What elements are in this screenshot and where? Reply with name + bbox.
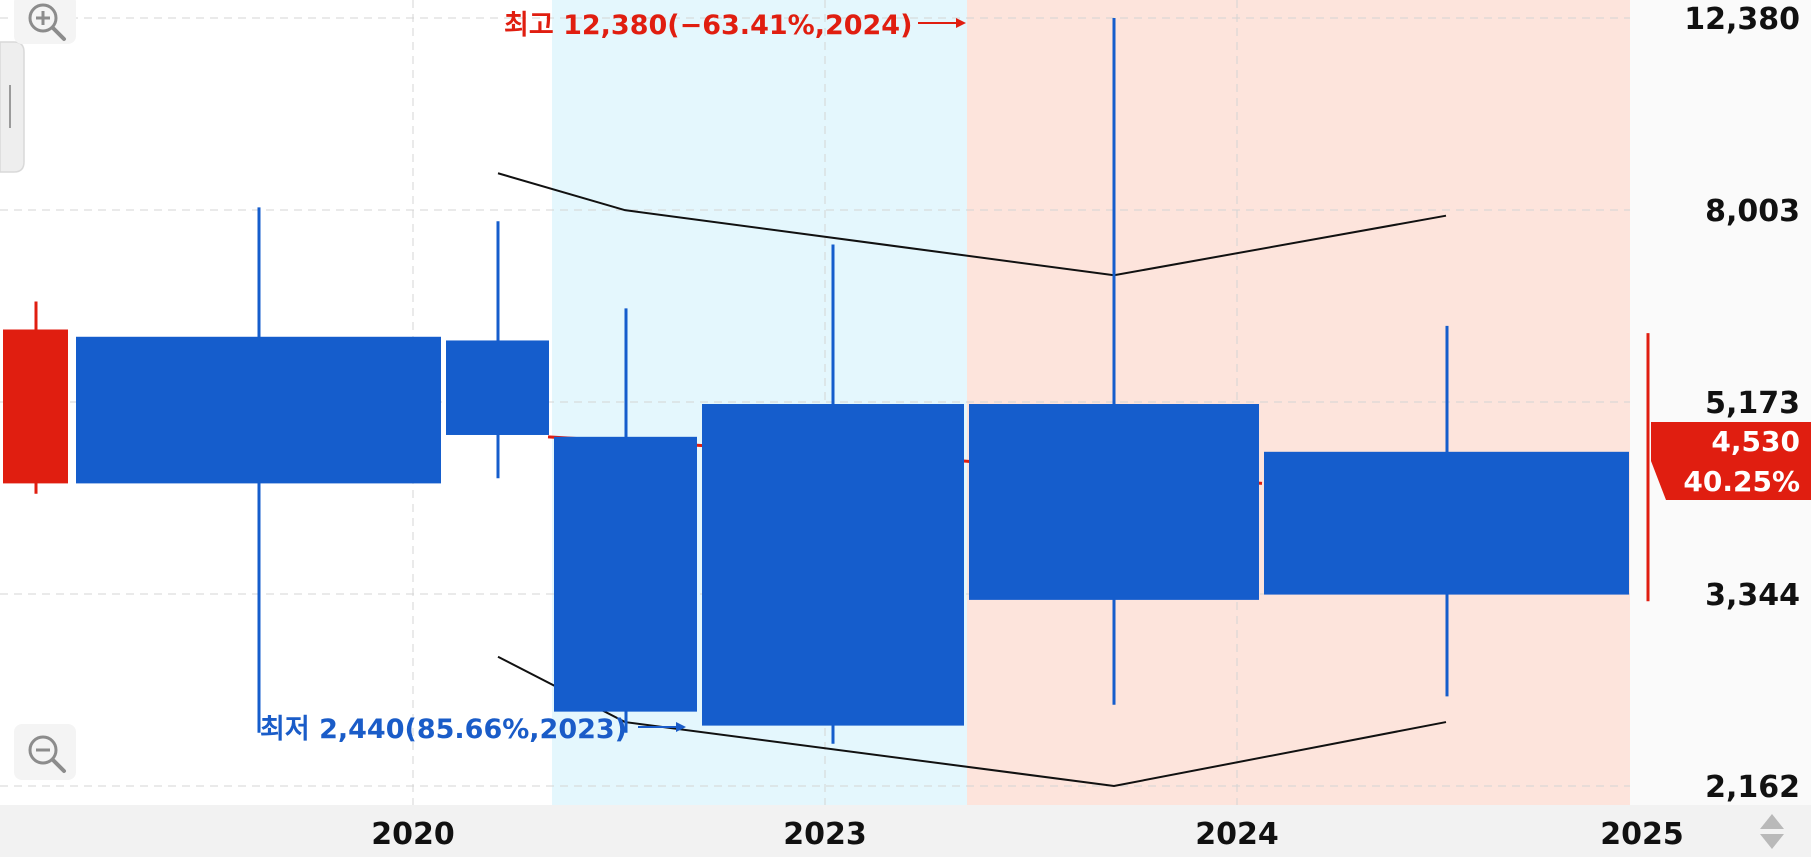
- candle-body: [76, 336, 441, 484]
- scroll-down-arrow[interactable]: [1760, 834, 1784, 849]
- zoom-out-bg[interactable]: [14, 724, 76, 780]
- y-tick-label: 5,173: [1705, 386, 1800, 421]
- high-annotation-label: 최고 12,380(−63.41%,2024): [504, 10, 912, 41]
- scroll-up-arrow[interactable]: [1760, 814, 1784, 829]
- y-axis: 12,380 8,003 5,173 3,344 2,162: [1684, 2, 1800, 805]
- candles: [3, 18, 1650, 744]
- x-axis-panel: [0, 805, 1811, 857]
- current-price-tag-shape: [1651, 422, 1811, 500]
- y-tick-label: 8,003: [1705, 194, 1800, 229]
- zoom-out-icon[interactable]: [28, 735, 58, 765]
- x-tick-label: 2023: [783, 817, 867, 852]
- zoom-in-handle: [51, 26, 66, 41]
- high-annotation-arrowhead: [956, 18, 966, 28]
- zoom-out-button[interactable]: [14, 724, 76, 780]
- scroll-arrows-icon[interactable]: [1760, 814, 1784, 849]
- zoom-in-icon[interactable]: [28, 3, 58, 33]
- candle-body: [1264, 451, 1629, 595]
- current-price: 4,530: [1711, 425, 1800, 458]
- x-tick-label: 2025: [1600, 817, 1684, 852]
- y-tick-label: 2,162: [1705, 770, 1800, 805]
- y-tick-label: 12,380: [1684, 2, 1800, 37]
- zoom-out-handle: [51, 758, 66, 773]
- candle-body: [3, 329, 68, 484]
- x-axis: 2020 2023 2024 2025: [371, 817, 1684, 852]
- side-panel-handle[interactable]: [0, 41, 25, 173]
- panel-handle-icon[interactable]: [0, 41, 25, 173]
- x-tick-label: 2024: [1195, 817, 1279, 852]
- zoom-in-button[interactable]: [14, 0, 76, 44]
- candle-body: [969, 404, 1259, 600]
- band-upper-line: [497, 172, 1447, 277]
- current-price-tag: 4,530 40.25%: [1651, 422, 1811, 500]
- low-annotation: 최저 2,440(85.66%,2023): [260, 714, 686, 745]
- high-annotation: 최고 12,380(−63.41%,2024): [504, 10, 966, 41]
- low-annotation-label: 최저 2,440(85.66%,2023): [260, 714, 627, 745]
- candle-body: [446, 340, 549, 435]
- low-annotation-arrowhead: [676, 722, 686, 732]
- y-tick-label: 3,344: [1705, 578, 1800, 613]
- candle-body: [554, 436, 697, 712]
- y-axis-panel: [1630, 0, 1811, 805]
- candle-body: [702, 404, 964, 726]
- current-change: 40.25%: [1683, 465, 1800, 498]
- x-tick-label: 2020: [371, 817, 455, 852]
